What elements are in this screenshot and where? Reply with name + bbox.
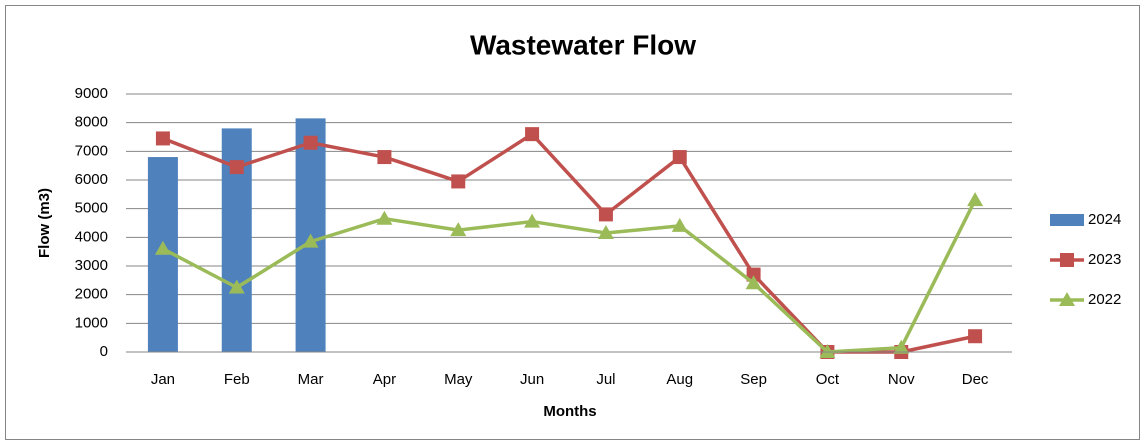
x-tick-label: May: [444, 371, 473, 388]
marker: [450, 222, 467, 237]
y-tick-label: 1000: [75, 314, 108, 331]
marker: [377, 150, 392, 165]
marker: [968, 329, 983, 344]
x-tick-label: Jul: [596, 371, 615, 388]
marker: [154, 240, 171, 255]
chart-title: Wastewater Flow: [470, 29, 696, 60]
y-tick-label: 7000: [75, 142, 108, 159]
marker: [525, 127, 540, 142]
marker: [597, 225, 614, 240]
chart-frame: [5, 5, 1140, 440]
x-tick-label: Aug: [666, 371, 693, 388]
x-tick-label: Nov: [888, 371, 915, 388]
marker: [228, 279, 245, 294]
marker: [893, 339, 910, 354]
marker: [303, 135, 318, 150]
marker: [598, 207, 613, 222]
legend-label: 2024: [1088, 211, 1121, 228]
x-tick-label: Feb: [224, 371, 250, 388]
x-tick-label: Mar: [298, 371, 324, 388]
x-tick-label: Jun: [520, 371, 544, 388]
y-tick-label: 3000: [75, 257, 108, 274]
y-tick-label: 0: [100, 343, 108, 360]
marker: [524, 213, 541, 228]
marker: [376, 210, 393, 225]
y-tick-label: 5000: [75, 200, 108, 217]
marker: [302, 233, 319, 248]
x-axis-label: Months: [543, 403, 596, 420]
marker: [229, 160, 244, 175]
x-tick-label: Jan: [151, 371, 175, 388]
marker: [1060, 253, 1074, 267]
y-tick-label: 9000: [75, 85, 108, 102]
y-tick-label: 2000: [75, 286, 108, 303]
marker: [672, 150, 687, 165]
line: [162, 199, 977, 354]
marker: [451, 174, 466, 189]
marker: [671, 217, 688, 232]
marker: [745, 275, 762, 290]
y-axis-label: Flow (m3): [36, 188, 53, 258]
y-tick-label: 4000: [75, 228, 108, 245]
y-tick-label: 6000: [75, 171, 108, 188]
legend-label: 2022: [1088, 291, 1121, 308]
marker: [155, 131, 170, 146]
marker: [819, 344, 836, 358]
x-tick-label: Apr: [373, 371, 396, 388]
x-tick-label: Dec: [962, 371, 989, 388]
marker: [1059, 292, 1075, 306]
x-tick-label: Oct: [816, 371, 840, 388]
marker: [746, 267, 761, 282]
legend-swatch: [1050, 214, 1084, 226]
x-tick-label: Sep: [740, 371, 767, 388]
y-tick-label: 8000: [75, 114, 108, 131]
marker: [967, 192, 984, 207]
legend-label: 2023: [1088, 251, 1121, 268]
